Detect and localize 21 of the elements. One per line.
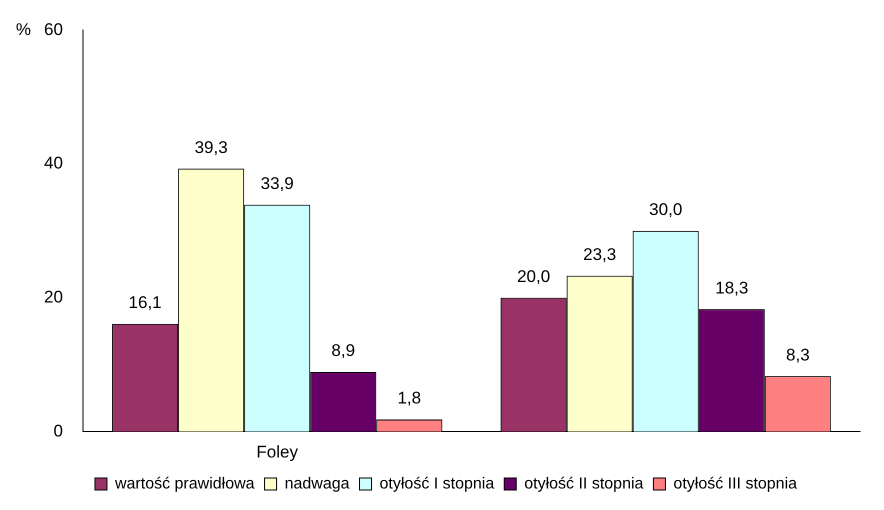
data-label: 20,0 xyxy=(517,266,550,286)
legend-label: nadwaga xyxy=(284,475,350,492)
data-label: 8,9 xyxy=(331,341,356,360)
y-tick-label: 0 xyxy=(53,421,63,440)
x-tick-label: Foley xyxy=(256,442,298,462)
data-label: 8,3 xyxy=(786,345,810,364)
y-tick-label: 20 xyxy=(44,287,63,306)
y-tick-label: 60 xyxy=(44,20,63,39)
legend-label: otyłość III stopnia xyxy=(673,475,798,492)
y-tick-label: 40 xyxy=(44,154,63,173)
data-label: 33,9 xyxy=(260,174,294,193)
data-label: 16,1 xyxy=(128,293,162,312)
y-axis-title: % xyxy=(16,20,31,39)
data-label: 39,3 xyxy=(194,138,228,157)
data-label: 23,3 xyxy=(583,244,616,264)
data-label: 30,0 xyxy=(649,200,682,220)
data-label: 1,8 xyxy=(397,388,422,408)
legend-label: wartość prawidłowa xyxy=(114,475,255,492)
legend-label: otyłość II stopnia xyxy=(524,475,644,492)
data-label: 18,3 xyxy=(715,278,748,298)
legend-label: otyłość I stopnia xyxy=(380,475,494,492)
